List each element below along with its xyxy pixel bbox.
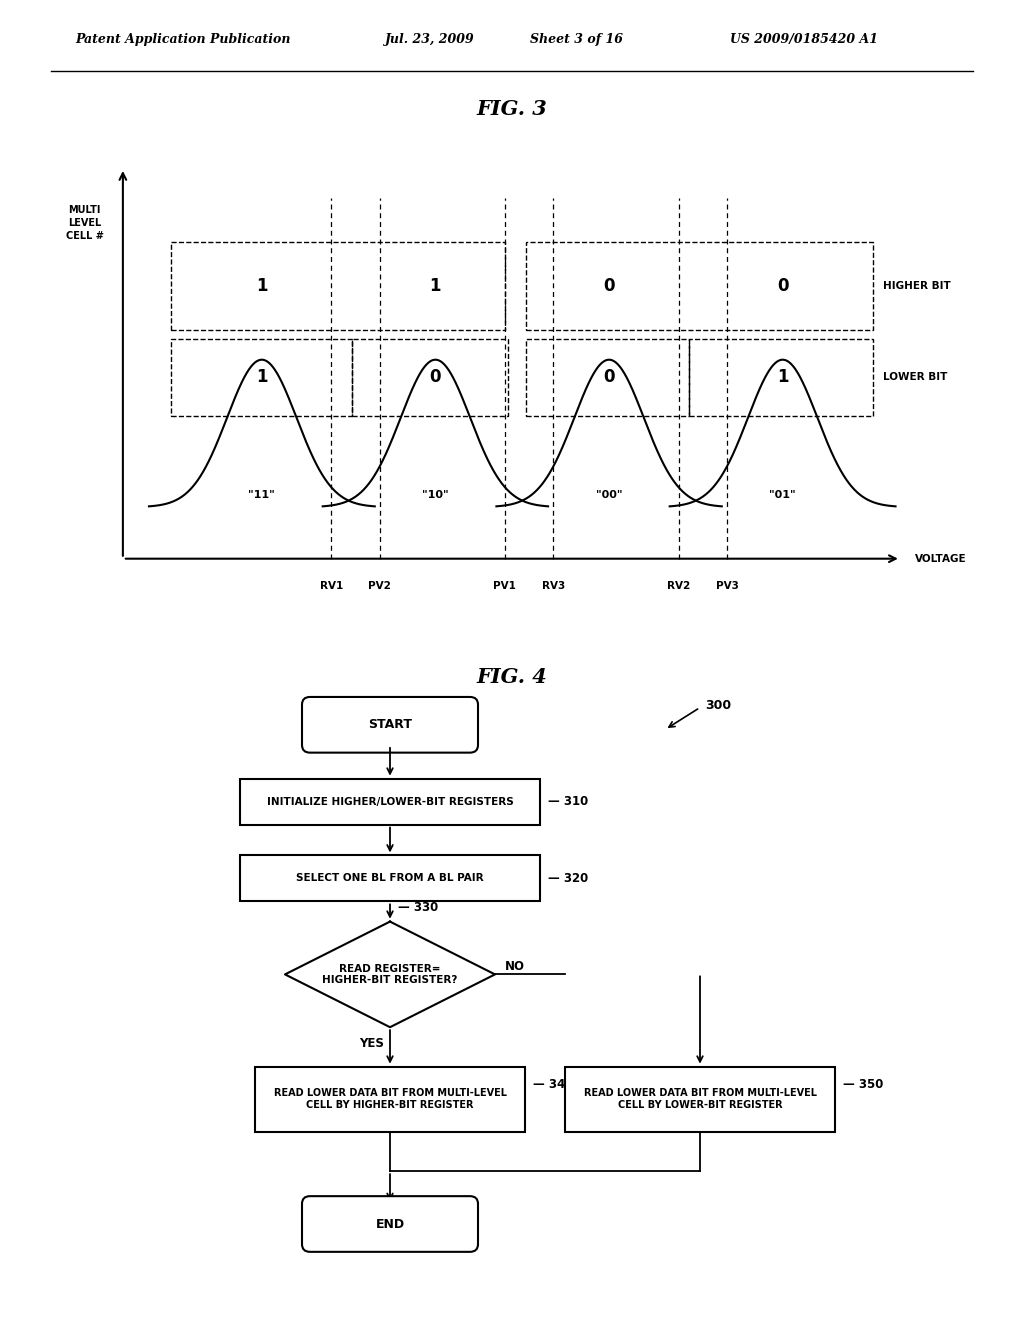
- Text: — 350: — 350: [843, 1078, 884, 1092]
- Text: 300: 300: [705, 700, 731, 711]
- Text: 0: 0: [603, 368, 614, 387]
- Text: 1: 1: [256, 277, 267, 294]
- FancyBboxPatch shape: [302, 1196, 478, 1251]
- Text: READ LOWER DATA BIT FROM MULTI-LEVEL
CELL BY HIGHER-BIT REGISTER: READ LOWER DATA BIT FROM MULTI-LEVEL CEL…: [273, 1089, 507, 1110]
- Text: 1: 1: [430, 277, 441, 294]
- Text: FIG. 4: FIG. 4: [476, 667, 548, 686]
- Bar: [352, 339, 508, 416]
- Text: HIGHER BIT: HIGHER BIT: [884, 281, 951, 290]
- Bar: [565, 1067, 835, 1131]
- Text: RV2: RV2: [667, 581, 690, 591]
- Text: — 340: — 340: [534, 1078, 573, 1092]
- Text: RV1: RV1: [319, 581, 343, 591]
- Text: VOLTAGE: VOLTAGE: [914, 553, 967, 564]
- Bar: [689, 339, 873, 416]
- Bar: [240, 855, 540, 902]
- Text: Sheet 3 of 16: Sheet 3 of 16: [530, 33, 623, 46]
- Text: 1: 1: [777, 368, 788, 387]
- Text: SELECT ONE BL FROM A BL PAIR: SELECT ONE BL FROM A BL PAIR: [296, 874, 483, 883]
- Text: Jul. 23, 2009: Jul. 23, 2009: [385, 33, 475, 46]
- Text: START: START: [368, 718, 412, 731]
- Text: 0: 0: [603, 277, 614, 294]
- Text: END: END: [376, 1217, 404, 1230]
- Text: US 2009/0185420 A1: US 2009/0185420 A1: [730, 33, 878, 46]
- Bar: [171, 339, 352, 416]
- Text: — 320: — 320: [548, 873, 588, 884]
- Text: Patent Application Publication: Patent Application Publication: [75, 33, 291, 46]
- Text: — 310: — 310: [548, 795, 588, 808]
- Text: "11": "11": [249, 490, 275, 500]
- Bar: [525, 339, 689, 416]
- Polygon shape: [285, 921, 495, 1027]
- Text: INITIALIZE HIGHER/LOWER-BIT REGISTERS: INITIALIZE HIGHER/LOWER-BIT REGISTERS: [266, 796, 513, 807]
- Text: 1: 1: [256, 368, 267, 387]
- Bar: [255, 1067, 525, 1131]
- Text: 0: 0: [430, 368, 441, 387]
- Text: READ REGISTER=
HIGHER-BIT REGISTER?: READ REGISTER= HIGHER-BIT REGISTER?: [323, 964, 458, 985]
- Text: MULTI
LEVEL
CELL #: MULTI LEVEL CELL #: [66, 205, 103, 242]
- Text: LOWER BIT: LOWER BIT: [884, 372, 948, 383]
- Text: 0: 0: [777, 277, 788, 294]
- Bar: [171, 242, 505, 330]
- Text: "10": "10": [422, 490, 449, 500]
- Text: READ LOWER DATA BIT FROM MULTI-LEVEL
CELL BY LOWER-BIT REGISTER: READ LOWER DATA BIT FROM MULTI-LEVEL CEL…: [584, 1089, 816, 1110]
- Text: "01": "01": [769, 490, 796, 500]
- Text: NO: NO: [505, 960, 525, 973]
- Text: YES: YES: [359, 1036, 384, 1049]
- Text: — 330: — 330: [398, 900, 438, 913]
- Text: FIG. 3: FIG. 3: [476, 99, 548, 119]
- Bar: [525, 242, 873, 330]
- Bar: [240, 779, 540, 825]
- Text: PV1: PV1: [494, 581, 516, 591]
- Text: "00": "00": [596, 490, 623, 500]
- Text: PV2: PV2: [369, 581, 391, 591]
- Text: RV3: RV3: [542, 581, 565, 591]
- Text: PV3: PV3: [716, 581, 738, 591]
- FancyBboxPatch shape: [302, 697, 478, 752]
